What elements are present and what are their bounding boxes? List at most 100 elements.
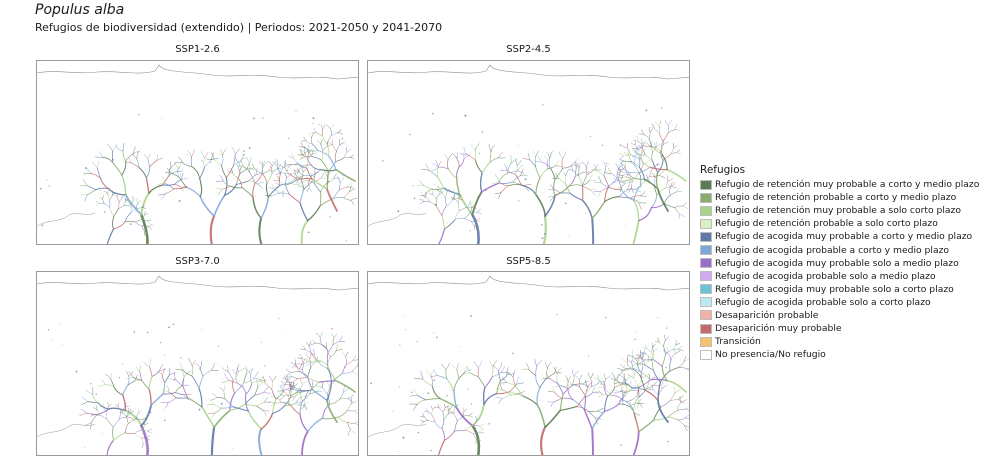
river-segment xyxy=(501,185,509,193)
river-segment xyxy=(102,199,105,205)
refuge-cell xyxy=(149,411,152,414)
river-segment xyxy=(423,420,429,423)
river-segment xyxy=(252,163,256,170)
river-segment xyxy=(617,180,625,182)
river-segment xyxy=(181,369,185,377)
river-segment xyxy=(453,377,460,391)
river-segment xyxy=(326,393,330,405)
river-segment xyxy=(678,345,683,350)
river-segment xyxy=(643,389,659,401)
river-segment xyxy=(476,212,482,214)
river-segment xyxy=(232,371,239,381)
river-segment xyxy=(156,153,159,162)
refuge-cell xyxy=(589,136,591,138)
refuge-cell xyxy=(420,192,422,194)
river-segment xyxy=(219,175,224,182)
legend-swatch xyxy=(700,336,712,347)
river-segment xyxy=(217,189,223,196)
river-segment xyxy=(495,396,503,399)
river-segment xyxy=(634,412,640,416)
river-segment xyxy=(686,406,689,410)
river-segment xyxy=(211,413,215,420)
river-segment xyxy=(181,172,184,180)
river-segment xyxy=(104,190,108,195)
river-segment xyxy=(546,367,548,378)
river-segment xyxy=(509,391,519,394)
river-segment xyxy=(458,158,465,168)
legend-label: Refugio de acogida muy probable solo a m… xyxy=(715,257,959,269)
refuge-cell xyxy=(84,447,86,448)
river-segment xyxy=(640,158,651,168)
refuge-cell xyxy=(411,391,413,393)
river-segment xyxy=(427,411,433,416)
river-segment xyxy=(646,142,651,147)
river-segment xyxy=(500,382,508,384)
river-segment xyxy=(631,395,638,401)
refuge-cell xyxy=(467,388,469,390)
river-segment xyxy=(498,181,514,184)
river-segment xyxy=(342,363,347,374)
river-segment xyxy=(322,146,328,152)
river-segment xyxy=(463,146,468,155)
river-segment xyxy=(121,174,127,196)
river-segment xyxy=(298,371,309,378)
river-segment xyxy=(85,167,92,174)
river-segment xyxy=(229,392,236,412)
river-segment xyxy=(593,377,600,381)
river-segment xyxy=(438,228,446,244)
river-segment xyxy=(261,172,268,183)
river-segment xyxy=(121,409,124,414)
river-segment xyxy=(625,387,632,392)
river-segment xyxy=(137,200,141,204)
river-segment xyxy=(628,161,635,166)
river-segment xyxy=(146,220,150,224)
river-segment xyxy=(232,406,249,412)
river-segment xyxy=(614,382,620,385)
river-segment xyxy=(343,197,352,201)
river-segment xyxy=(678,395,684,400)
river-segment xyxy=(258,381,266,384)
river-segment xyxy=(303,150,309,155)
river-segment xyxy=(583,409,593,430)
river-segment xyxy=(476,438,482,442)
river-segment xyxy=(637,361,641,372)
river-segment xyxy=(559,393,564,412)
river-segment xyxy=(451,152,457,159)
legend-swatch xyxy=(700,297,712,308)
river-segment xyxy=(118,406,122,412)
river-segment xyxy=(99,177,110,190)
river-segment xyxy=(579,374,583,381)
river-segment xyxy=(136,158,140,168)
river-segment xyxy=(604,171,612,174)
refuge-cell xyxy=(272,416,274,418)
river-segment xyxy=(671,186,677,188)
river-segment xyxy=(320,169,337,172)
river-segment xyxy=(326,124,331,129)
refuge-cell xyxy=(48,185,51,187)
river-segment xyxy=(128,205,133,209)
river-segment xyxy=(413,388,418,396)
river-segment xyxy=(308,150,318,152)
river-segment xyxy=(539,377,548,389)
river-segment xyxy=(256,405,264,411)
river-segment xyxy=(162,183,175,186)
river-segment xyxy=(291,371,300,373)
legend-item: Refugio de acogida muy probable a corto … xyxy=(700,230,979,243)
river-segment xyxy=(422,194,426,201)
river-segment xyxy=(302,167,308,173)
river-segment xyxy=(436,205,443,216)
river-segment xyxy=(310,342,316,346)
river-segment xyxy=(502,394,512,399)
river-segment xyxy=(441,363,447,370)
river-segment xyxy=(108,407,126,412)
river-segment xyxy=(260,412,274,430)
refuge-cell xyxy=(542,103,544,106)
river-segment xyxy=(135,207,142,210)
river-segment xyxy=(112,418,120,428)
river-segment xyxy=(650,346,654,353)
refuge-cell xyxy=(58,323,60,325)
river-segment xyxy=(431,405,433,410)
river-segment xyxy=(549,196,555,202)
map-panel-ssp2 xyxy=(367,60,690,245)
river-segment xyxy=(233,154,236,166)
